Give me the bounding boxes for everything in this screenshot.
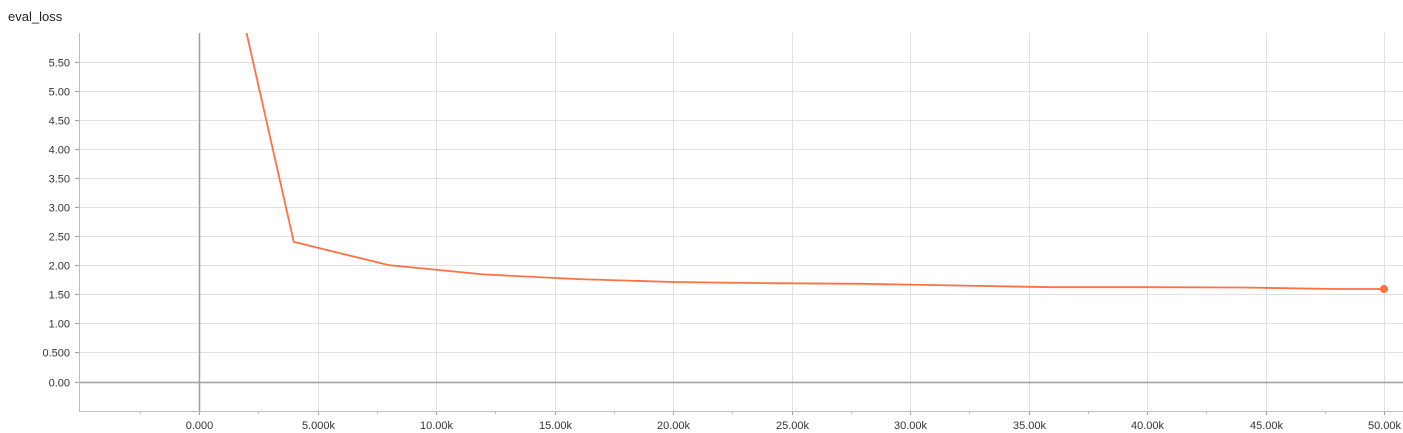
x-tick-label: 10.00k [420,420,454,432]
y-tick-label: 3.00 [49,203,70,215]
y-tick-label: 5.50 [49,58,70,70]
y-tick-label: 0.00 [49,378,70,390]
x-tick-label: 45.00k [1250,420,1284,432]
x-tick-label: 50.00k [1368,420,1402,432]
x-tick-label: 30.00k [894,420,928,432]
grid-layer [79,33,1403,411]
x-tick-label: 0.000 [186,420,214,432]
x-tick-label: 15.00k [539,420,573,432]
y-tick-label: 0.500 [42,348,70,360]
series-end-marker[interactable] [1380,285,1388,293]
y-tick-label: 1.00 [49,319,70,331]
x-tick-label: 35.00k [1013,420,1047,432]
x-tick-label: 20.00k [657,420,691,432]
y-tick-label: 3.50 [49,174,70,186]
chart-title: eval_loss [8,9,63,24]
x-tick-label: 25.00k [776,420,810,432]
series-layer [245,32,1385,290]
y-tick-label: 2.50 [49,232,70,244]
y-tick-label: 2.00 [49,261,70,273]
y-tick-label: 1.50 [49,290,70,302]
y-tick-label: 4.50 [49,116,70,128]
y-tick-label: 5.00 [49,87,70,99]
x-tick-label: 5.000k [302,420,336,432]
y-tick-label: 4.00 [49,145,70,157]
series-line[interactable] [245,32,1385,290]
marker-layer [1380,285,1388,293]
x-tick-label: 40.00k [1131,420,1165,432]
tick-labels: 0.00 0.500 1.00 1.50 2.00 2.50 3.00 3.50 4.00 4.5… [42,58,1401,433]
axis-layer [75,33,1403,415]
